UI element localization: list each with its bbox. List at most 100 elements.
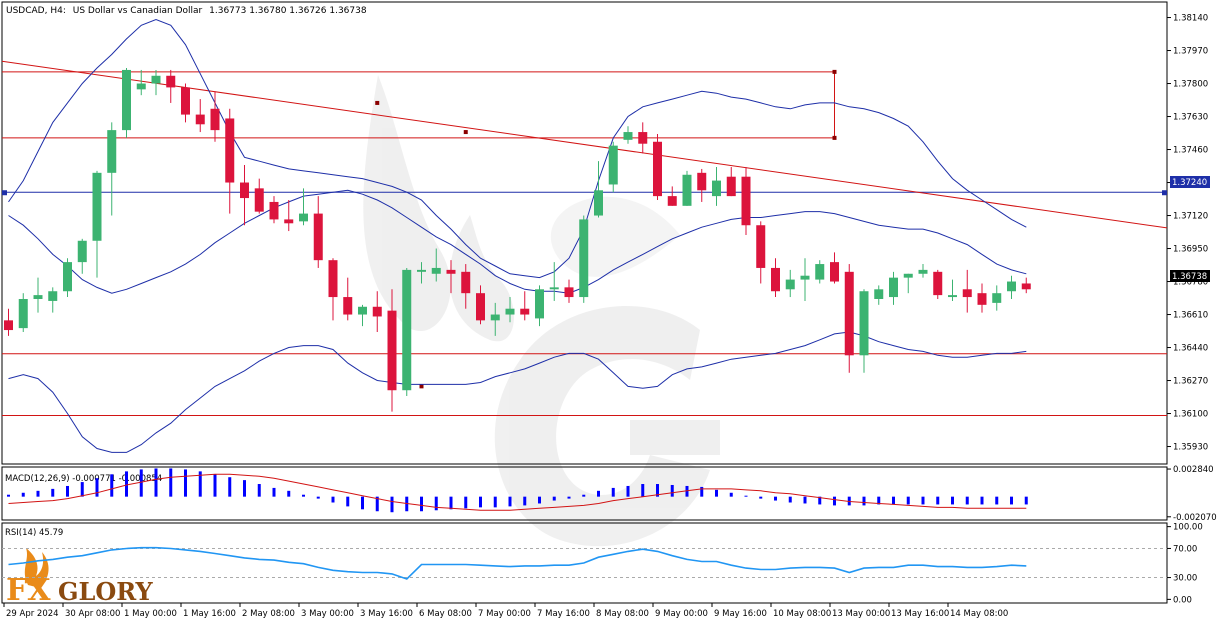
candle [859, 289, 869, 373]
macd-bar [715, 489, 718, 497]
candle [490, 302, 500, 336]
macd-bar [892, 496, 895, 505]
candle-body [726, 176, 736, 197]
time-tick-label: 13 May 16:00 [891, 609, 949, 619]
candle-body [933, 271, 943, 296]
bollinger-bands [8, 18, 1027, 453]
time-tick-label: 9 May 00:00 [655, 609, 708, 619]
candle-body [594, 190, 603, 216]
macd-bar [434, 496, 438, 511]
candle [1021, 277, 1031, 294]
macd-bar [420, 496, 423, 512]
rsi-tick-label: 70.00 [1173, 544, 1197, 554]
candle-body [697, 172, 707, 191]
chart-description: US Dollar vs Canadian Dollar [73, 6, 203, 16]
candle-body [623, 132, 633, 140]
main-price-axis: 1.38140 1.37970 1.37800 1.37630 1.37460 1.372… [1167, 14, 1208, 453]
candle-body [859, 291, 869, 356]
candle [623, 126, 633, 144]
candle [328, 258, 338, 321]
macd-bar [7, 494, 10, 497]
candle-body [992, 293, 1002, 303]
candle [962, 269, 972, 313]
candle [284, 200, 294, 232]
macd-bar [228, 477, 232, 497]
macd-bar [670, 484, 674, 497]
candle-body [889, 277, 898, 298]
logo-fx: FX [6, 573, 51, 608]
candle-body [535, 289, 544, 319]
candle [461, 264, 471, 309]
candle-body [122, 69, 131, 131]
macd-bar [744, 495, 748, 497]
macd-bar [213, 474, 217, 497]
macd-bar [685, 485, 689, 497]
candle-body [608, 145, 618, 185]
candle [4, 308, 13, 336]
candle-body [269, 201, 279, 220]
candle [992, 285, 1002, 311]
candle-body [240, 182, 249, 199]
candle [476, 285, 485, 325]
line-price-text: 1.37240 [1172, 178, 1207, 188]
price-tick-label: 1.37800 [1173, 80, 1208, 90]
marker-point [375, 100, 380, 105]
chart-ohlc: 1.36773 1.36780 1.36726 1.36738 [209, 6, 367, 16]
candle [564, 279, 574, 303]
resistance-anchor [832, 135, 837, 140]
price-tick-label: 1.36100 [1173, 410, 1208, 420]
candle [446, 260, 456, 294]
candle [402, 267, 412, 397]
candle [372, 291, 382, 332]
time-tick-label: 9 May 16:00 [714, 609, 767, 619]
candle [195, 99, 205, 133]
candle [889, 271, 898, 305]
candle-body [166, 75, 176, 88]
candle-body [638, 132, 648, 144]
macd-bar [272, 487, 276, 497]
macd-bar [184, 469, 187, 497]
macd-bar [169, 468, 173, 497]
macd-bar [257, 484, 261, 497]
candle-body [844, 271, 854, 356]
candle-body [343, 297, 353, 315]
candle [638, 122, 648, 154]
candle-body [33, 295, 43, 299]
bollinger-lower [8, 331, 1027, 453]
candle [299, 188, 308, 226]
price-tick-label: 1.35930 [1173, 443, 1208, 453]
price-tick-label: 1.37460 [1173, 146, 1208, 156]
time-tick-label: 3 May 00:00 [301, 609, 354, 619]
macd-bar [729, 492, 733, 497]
candle-body [815, 264, 825, 280]
macd-bar [1010, 496, 1013, 505]
time-tick-label: 7 May 00:00 [478, 609, 531, 619]
macd-bar [361, 496, 364, 510]
candle-body [136, 83, 146, 90]
candle-body [756, 225, 766, 268]
time-tick-label: 1 May 00:00 [124, 609, 177, 619]
candle-body [461, 271, 471, 294]
candle [166, 69, 176, 103]
macd-bar [464, 496, 468, 509]
time-tick-label: 30 Apr 08:00 [65, 609, 120, 619]
candle-body [63, 262, 72, 292]
time-tick-label: 6 May 08:00 [419, 609, 472, 619]
candle-body [313, 213, 323, 261]
rsi-level-lines [2, 547, 1167, 579]
current-price-text: 1.36738 [1172, 272, 1207, 282]
candle [785, 269, 795, 298]
candle-body [948, 295, 957, 298]
macd-bar [390, 496, 394, 513]
candle [181, 83, 190, 123]
candle-body [579, 219, 589, 298]
macd-bar [759, 496, 763, 499]
macd-bar [788, 496, 792, 503]
candle [815, 260, 825, 284]
macd-bar [774, 496, 777, 501]
candle-body [181, 87, 190, 115]
macd-bar [818, 496, 822, 505]
candle-body [299, 213, 308, 222]
macd-bar [287, 490, 291, 497]
candle [313, 196, 323, 268]
